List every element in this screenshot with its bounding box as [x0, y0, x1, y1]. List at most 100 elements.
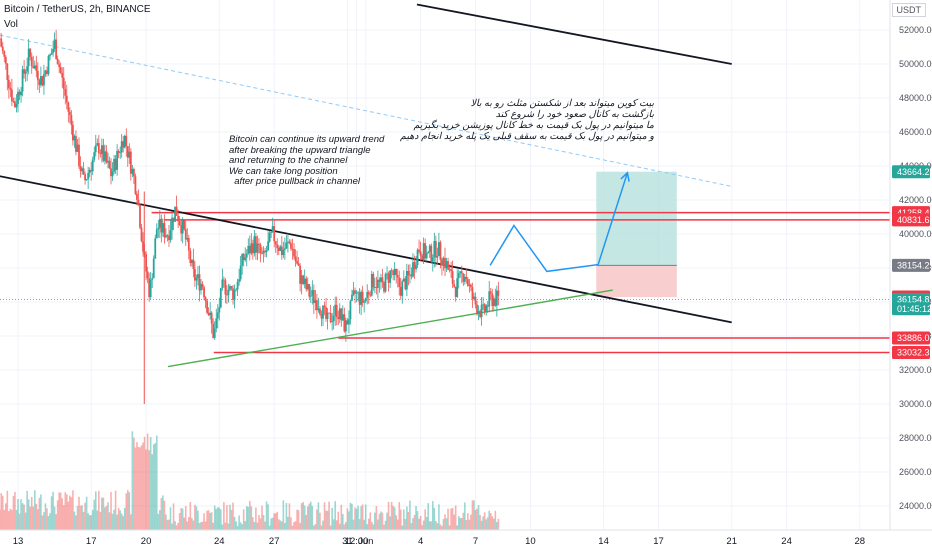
candle-body	[381, 277, 384, 283]
candle-body	[436, 256, 439, 258]
candle-body	[238, 279, 241, 282]
volume-bar	[442, 518, 445, 530]
candle-body	[149, 279, 152, 298]
volume-bar	[110, 491, 112, 530]
volume-bar	[137, 446, 140, 530]
volume-bar	[108, 512, 111, 530]
volume-bar	[270, 518, 272, 530]
symbol-title[interactable]: Bitcoin / TetherUS, 2h, BINANCE	[4, 4, 151, 15]
volume-bar	[346, 508, 349, 530]
candle-body	[331, 321, 334, 323]
candle-body	[291, 248, 294, 250]
volume-bar	[361, 504, 364, 530]
volume-bar	[464, 502, 466, 530]
volume-bar	[6, 490, 9, 530]
volume-bar	[447, 508, 449, 530]
volume-bar	[98, 490, 100, 530]
candle-body	[125, 135, 128, 147]
candle-body	[247, 245, 250, 254]
candle-body	[367, 292, 370, 295]
price-tags: 43664.2541258.4940831.6638154.2936291.77…	[892, 165, 932, 359]
time-tick-label: 31	[342, 536, 353, 547]
candle-body	[184, 229, 187, 240]
volume-label[interactable]: Vol	[4, 19, 18, 30]
candle-body	[137, 199, 140, 206]
volume-bar	[33, 490, 36, 530]
candle-body	[459, 271, 462, 274]
volume-bar	[1, 495, 4, 530]
candle-body	[177, 215, 180, 222]
horizontal-levels[interactable]	[0, 211, 890, 354]
volume-bar	[207, 510, 210, 530]
volume-bar	[389, 516, 391, 530]
candle-body	[236, 281, 239, 290]
volume-bar	[460, 517, 463, 530]
candle-body	[402, 278, 405, 282]
candle-body	[148, 278, 151, 298]
volume-bar	[166, 519, 169, 530]
candle-body	[290, 243, 292, 249]
volume-bar	[398, 502, 401, 530]
candle-body	[473, 296, 475, 299]
candle-body	[309, 295, 312, 297]
volume-bar	[14, 491, 16, 530]
volume-bar	[342, 513, 344, 530]
annotation-english[interactable]: Bitcoin can continue its upward trend af…	[229, 134, 385, 187]
candle-body	[61, 72, 64, 78]
candle-body	[456, 278, 459, 297]
candle-body	[102, 145, 105, 161]
volume-bar	[113, 509, 115, 530]
position-zones[interactable]	[596, 171, 677, 298]
trendlines[interactable]	[0, 3, 732, 368]
candle-body	[412, 262, 414, 277]
candle-body	[287, 241, 289, 243]
volume-bar	[117, 507, 120, 530]
volume-bar	[277, 519, 280, 530]
candle-body	[168, 235, 170, 241]
volume-bar	[249, 500, 251, 530]
volume-bar	[310, 501, 312, 530]
volume-bar	[59, 492, 62, 530]
volume-bar	[3, 509, 6, 530]
candle-body	[209, 312, 212, 316]
volume-bar	[300, 503, 303, 530]
volume-bar	[159, 510, 161, 530]
volume-bar	[435, 520, 437, 530]
volume-bar	[273, 513, 275, 530]
price-tick-label: 24000.00	[899, 501, 932, 511]
volume-bar	[52, 491, 54, 530]
volume-bar	[5, 503, 7, 530]
candle-body	[20, 91, 22, 96]
candle-body	[471, 287, 474, 299]
candle-body	[3, 50, 6, 57]
projection-path[interactable]	[489, 171, 630, 273]
annotation-persian[interactable]: بیت کوین میتواند بعد از شکستن مثلث رو به…	[400, 98, 654, 142]
volume-bar	[338, 523, 341, 530]
volume-bar	[134, 447, 137, 530]
volume-bar	[200, 522, 202, 530]
candle-body	[110, 168, 112, 177]
currency-badge[interactable]: USDT	[891, 3, 926, 17]
candle-body	[433, 241, 436, 258]
candle-body	[198, 274, 201, 291]
candle-body	[328, 312, 330, 314]
volume-bar	[21, 503, 24, 530]
candle-body	[203, 287, 205, 298]
candle-body	[97, 143, 100, 154]
time-tick-label: 13	[13, 536, 24, 547]
volume-bar	[329, 525, 332, 530]
candle-body	[293, 249, 295, 257]
time-tick-label: 4	[418, 536, 423, 547]
candle-body	[360, 291, 363, 305]
volume-bar	[186, 521, 189, 530]
candle-body	[299, 265, 302, 284]
volume-bar	[76, 505, 79, 530]
candle-body	[155, 229, 158, 239]
volume-bar	[151, 454, 153, 530]
candle-body	[73, 136, 76, 141]
volume-bar	[79, 505, 82, 530]
volume-bar	[268, 525, 271, 530]
volume-bar	[218, 507, 221, 530]
